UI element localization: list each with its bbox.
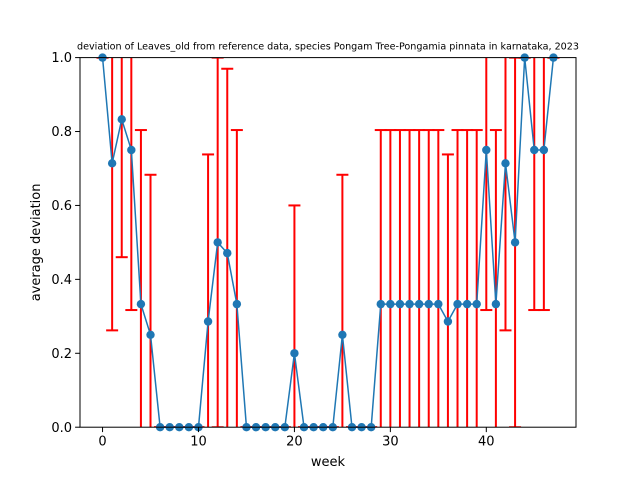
data-point bbox=[376, 299, 385, 309]
data-point bbox=[443, 317, 453, 326]
data-point bbox=[414, 299, 424, 309]
errorbar-36 bbox=[441, 153, 454, 428]
y-tick-label: 0.8 bbox=[51, 125, 72, 140]
data-point bbox=[203, 317, 213, 326]
data-point bbox=[338, 330, 347, 339]
x-tick-label: 10 bbox=[190, 435, 207, 450]
data-point bbox=[501, 159, 510, 168]
data-point bbox=[482, 145, 491, 155]
y-axis: 0.0 0.2 0.4 0.6 0.8 1.0 bbox=[51, 51, 80, 436]
data-point bbox=[290, 349, 299, 358]
y-tick-label: 0.4 bbox=[51, 273, 72, 288]
axes-frame bbox=[79, 57, 577, 428]
y-axis-label: average deviation bbox=[29, 184, 44, 302]
data-point bbox=[117, 115, 126, 124]
data-point bbox=[491, 299, 501, 309]
data-point bbox=[510, 238, 520, 247]
data-point bbox=[386, 299, 395, 309]
data-point bbox=[462, 299, 472, 309]
y-tick-label: 1.0 bbox=[51, 51, 72, 66]
y-tick-label: 0.6 bbox=[51, 199, 72, 214]
error-bars bbox=[96, 57, 560, 428]
x-axis: 0 10 20 30 40 bbox=[98, 427, 495, 450]
data-point bbox=[434, 299, 443, 309]
data-point bbox=[472, 299, 481, 309]
data-point bbox=[453, 299, 462, 309]
data-point bbox=[107, 159, 117, 168]
chart-title: deviation of Leaves_old from reference d… bbox=[77, 42, 579, 53]
data-point bbox=[146, 330, 155, 339]
data-point bbox=[530, 145, 539, 155]
errorbar-25 bbox=[336, 173, 349, 428]
data-point bbox=[395, 299, 405, 309]
y-tick-label: 0.2 bbox=[51, 347, 72, 362]
errorbar-2 bbox=[115, 57, 128, 259]
x-axis-label: week bbox=[311, 455, 346, 470]
data-point bbox=[232, 299, 242, 309]
data-point bbox=[539, 145, 549, 155]
series-markers bbox=[98, 53, 558, 432]
data-point bbox=[136, 299, 146, 309]
data-point bbox=[424, 299, 433, 309]
errorbar-5 bbox=[144, 173, 157, 428]
data-point bbox=[213, 238, 222, 247]
data-point bbox=[405, 299, 414, 309]
x-tick-label: 40 bbox=[478, 435, 495, 450]
data-point bbox=[223, 248, 232, 258]
x-tick-label: 30 bbox=[382, 435, 399, 450]
x-tick-label: 0 bbox=[98, 435, 106, 450]
data-point bbox=[127, 145, 136, 155]
x-tick-label: 20 bbox=[286, 435, 303, 450]
y-tick-label: 0.0 bbox=[51, 421, 72, 436]
